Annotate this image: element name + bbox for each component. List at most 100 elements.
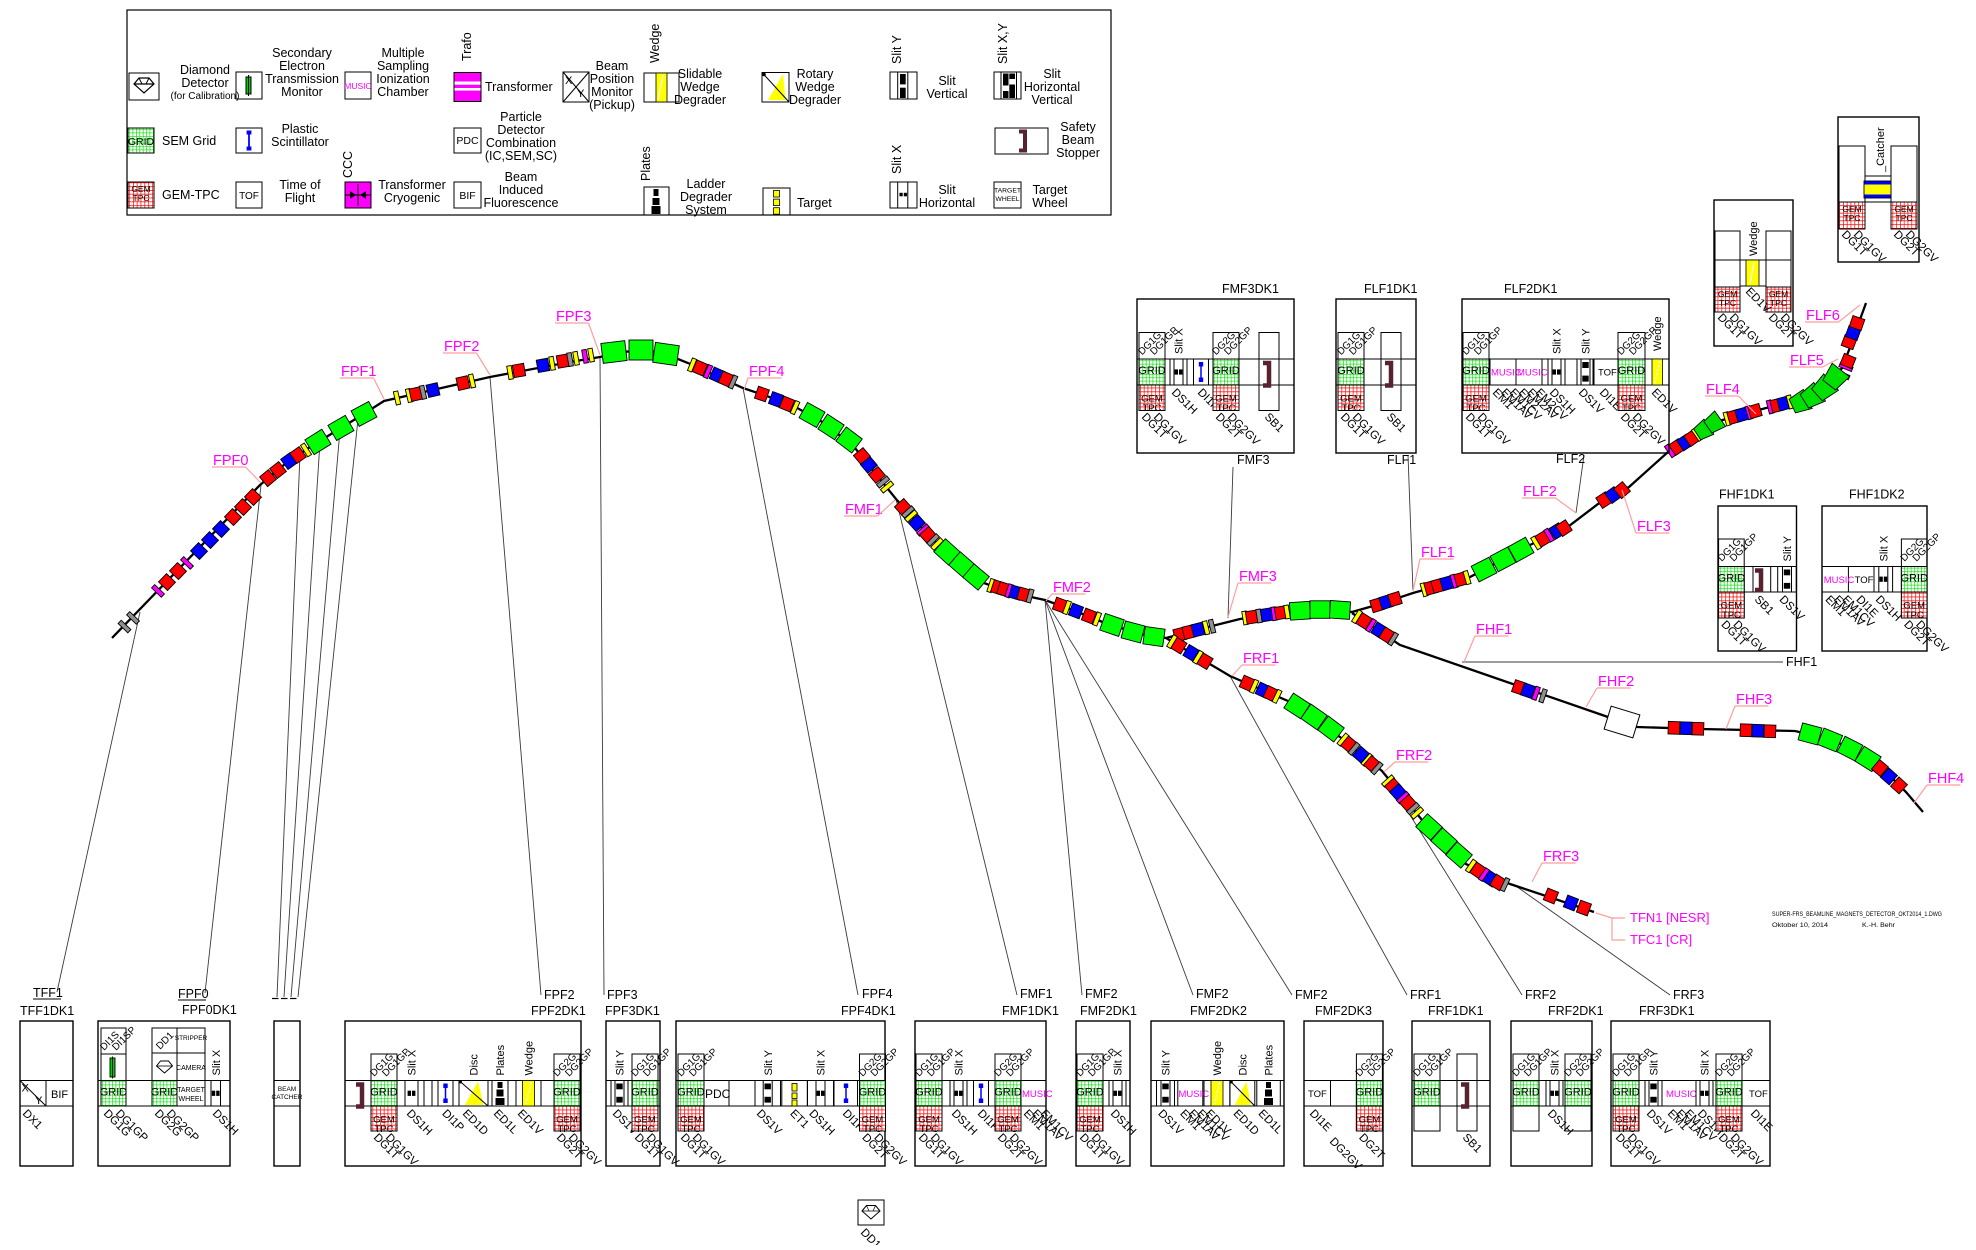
svg-text:CATCHER: CATCHER — [272, 1094, 303, 1101]
svg-text:Vertical: Vertical — [927, 87, 968, 101]
svg-text:Diamond: Diamond — [180, 63, 230, 77]
svg-text:FMF2DK2: FMF2DK2 — [1190, 1004, 1247, 1018]
svg-text:TPC: TPC — [1143, 403, 1162, 414]
svg-text:TPC: TPC — [1844, 213, 1861, 223]
svg-text:BEAM: BEAM — [278, 1086, 296, 1093]
svg-text:GRID: GRID — [859, 1087, 887, 1099]
svg-text:FPF4DK1: FPF4DK1 — [841, 1004, 896, 1018]
svg-text:TPC: TPC — [133, 193, 150, 203]
svg-text:GEM: GEM — [1721, 601, 1743, 612]
svg-text:TPC: TPC — [1770, 298, 1787, 308]
svg-text:MUSIC: MUSIC — [1491, 368, 1522, 379]
svg-text:FLF4: FLF4 — [1706, 382, 1740, 398]
svg-text:GRID: GRID — [553, 1087, 581, 1099]
svg-text:Slidable: Slidable — [678, 67, 723, 81]
svg-text:GRID: GRID — [1413, 1087, 1441, 1099]
svg-text:GEM: GEM — [1079, 1115, 1101, 1126]
svg-text:TPC: TPC — [1722, 610, 1741, 621]
svg-text:FPF0: FPF0 — [213, 453, 248, 469]
svg-text:FMF1: FMF1 — [1020, 987, 1053, 1001]
svg-text:FMF1DK1: FMF1DK1 — [1002, 1004, 1059, 1018]
svg-text:Slit X: Slit X — [1174, 328, 1186, 354]
svg-text:FPF0: FPF0 — [178, 987, 209, 1001]
svg-text:FHF2: FHF2 — [1598, 674, 1634, 690]
svg-text:GRID: GRID — [151, 1087, 179, 1099]
svg-text:Trafo: Trafo — [460, 32, 474, 61]
svg-text:FMF2: FMF2 — [1085, 987, 1118, 1001]
svg-text:TFC1 [CR]: TFC1 [CR] — [1630, 932, 1692, 947]
svg-text:TPC: TPC — [999, 1124, 1018, 1135]
svg-text:Slit X: Slit X — [211, 1049, 223, 1075]
svg-text:TPC: TPC — [682, 1124, 701, 1135]
svg-text:TPC: TPC — [863, 1124, 882, 1135]
svg-text:Slit X: Slit X — [1113, 1049, 1125, 1075]
svg-text:Target: Target — [797, 196, 832, 210]
svg-text:GEM: GEM — [1894, 204, 1913, 214]
svg-text:FLF6: FLF6 — [1806, 308, 1840, 324]
svg-text:GRID: GRID — [128, 136, 155, 148]
svg-text:CCC: CCC — [341, 151, 355, 178]
svg-text:FMF1: FMF1 — [845, 502, 883, 518]
svg-text:Y: Y — [35, 1095, 43, 1107]
svg-text:Slit X: Slit X — [1552, 328, 1564, 354]
svg-text:FLF1DK1: FLF1DK1 — [1364, 282, 1418, 296]
svg-text:FMF2: FMF2 — [1053, 580, 1091, 596]
svg-text:Vertical: Vertical — [1032, 93, 1073, 107]
svg-text:Degrader: Degrader — [674, 93, 726, 107]
svg-text:FPF2: FPF2 — [544, 988, 575, 1002]
svg-text:K.-H. Behr: K.-H. Behr — [1862, 922, 1896, 929]
svg-text:(for Calibration): (for Calibration) — [171, 91, 240, 102]
svg-text:Electron: Electron — [279, 59, 325, 73]
svg-text:FRF1DK1: FRF1DK1 — [1428, 1004, 1484, 1018]
svg-text:TOF: TOF — [1855, 575, 1874, 586]
svg-text:FMF2DK3: FMF2DK3 — [1315, 1004, 1372, 1018]
svg-text:GRID: GRID — [1900, 573, 1928, 585]
svg-text:FRF2: FRF2 — [1525, 988, 1556, 1002]
svg-text:FMF3: FMF3 — [1239, 569, 1277, 585]
svg-text:GEM: GEM — [131, 184, 150, 194]
svg-text:System: System — [685, 203, 727, 217]
svg-text:Detector: Detector — [181, 76, 228, 90]
svg-text:GRID: GRID — [1356, 1087, 1384, 1099]
svg-text:FMF3DK1: FMF3DK1 — [1222, 282, 1279, 296]
svg-text:TPC: TPC — [1217, 403, 1236, 414]
svg-text:TPC: TPC — [1467, 403, 1486, 414]
svg-text:TPC: TPC — [375, 1124, 394, 1135]
svg-text:GEM: GEM — [556, 1115, 578, 1126]
svg-text:Beam: Beam — [1062, 133, 1095, 147]
svg-text:Slit Y: Slit Y — [763, 1049, 775, 1075]
svg-text:Beam: Beam — [505, 170, 538, 184]
svg-text:Transformer: Transformer — [485, 80, 553, 94]
svg-text:GEM: GEM — [1615, 1115, 1637, 1126]
svg-text:Horizontal: Horizontal — [919, 196, 975, 210]
svg-text:Oktober 10, 2014: Oktober 10, 2014 — [1772, 922, 1828, 929]
svg-text:GRID: GRID — [1512, 1087, 1540, 1099]
svg-text:TOF: TOF — [239, 191, 259, 202]
svg-text:FPF3: FPF3 — [556, 309, 591, 325]
svg-text:TOF: TOF — [1598, 368, 1617, 379]
svg-text:Slit Y: Slit Y — [890, 34, 904, 64]
svg-text:GRID: GRID — [1076, 1087, 1104, 1099]
svg-text:Y: Y — [577, 88, 585, 100]
svg-text:TFF1DK1: TFF1DK1 — [20, 1004, 74, 1018]
svg-text:Slit: Slit — [1043, 67, 1061, 81]
svg-text:GRID: GRID — [631, 1087, 659, 1099]
svg-text:GEM: GEM — [1340, 394, 1362, 405]
svg-text:TPC: TPC — [558, 1124, 577, 1135]
svg-text:TARGET: TARGET — [994, 188, 1021, 195]
svg-text:Slit Y: Slit Y — [1649, 1049, 1661, 1075]
svg-text:Slit X: Slit X — [407, 1049, 419, 1075]
svg-text:GEM: GEM — [1621, 394, 1643, 405]
svg-text:FLF2DK1: FLF2DK1 — [1504, 282, 1558, 296]
svg-text:GRID: GRID — [994, 1087, 1022, 1099]
svg-text:Slit X: Slit X — [890, 144, 904, 174]
svg-text:TPC: TPC — [1360, 1124, 1379, 1135]
svg-text:TPC: TPC — [1896, 213, 1913, 223]
svg-text:GRID: GRID — [1212, 365, 1240, 377]
svg-text:GEM: GEM — [1769, 289, 1788, 299]
svg-text:FHF1: FHF1 — [1786, 655, 1817, 669]
svg-text:Wedge: Wedge — [1652, 316, 1664, 351]
svg-text:FLF1: FLF1 — [1387, 453, 1416, 467]
svg-text:TPC: TPC — [636, 1124, 655, 1135]
svg-text:Target: Target — [1033, 183, 1068, 197]
